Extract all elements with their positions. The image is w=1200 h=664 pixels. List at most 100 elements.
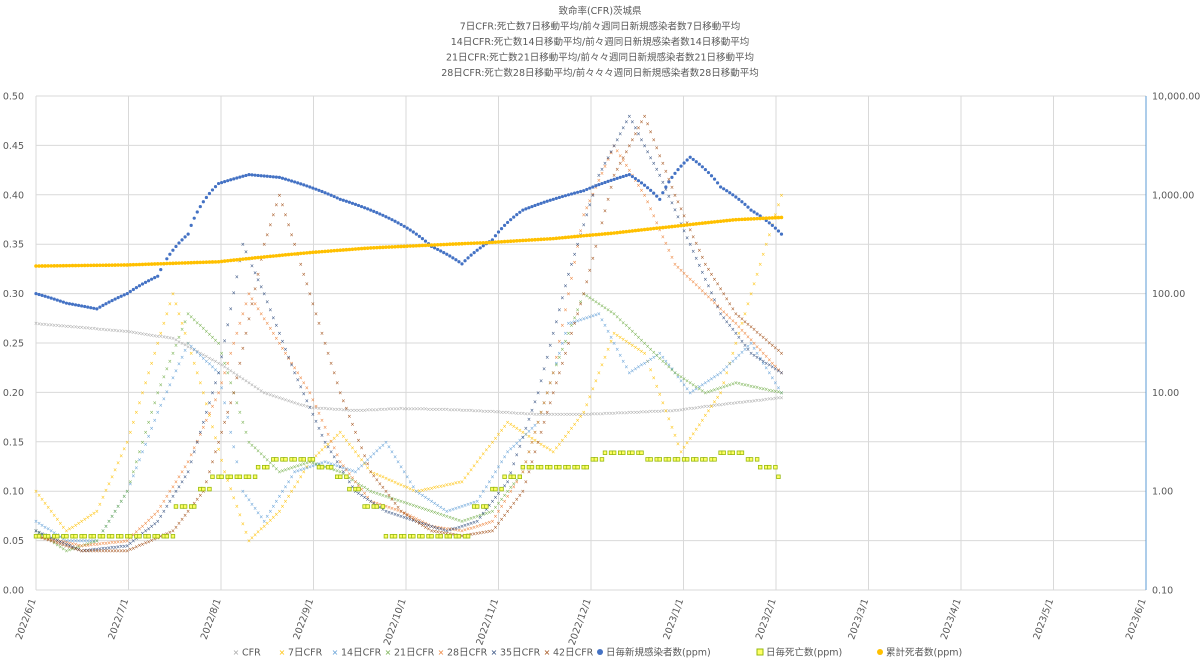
cfr-point: × xyxy=(457,518,461,524)
cfr-point: × xyxy=(779,371,783,377)
cfr-point: × xyxy=(52,537,56,543)
cfr-point: × xyxy=(481,512,485,518)
death-point xyxy=(517,474,522,479)
cfr-point: × xyxy=(390,450,394,456)
cfr-point: × xyxy=(612,311,616,317)
cfr-point: × xyxy=(372,473,376,479)
count-point xyxy=(405,244,410,248)
cfr-point: × xyxy=(55,538,59,544)
cfr-point: × xyxy=(92,548,96,554)
cfr-point: × xyxy=(210,390,214,396)
count-point xyxy=(578,234,583,238)
cfr-point: × xyxy=(439,505,443,511)
cfr-point: × xyxy=(515,453,519,459)
cfr-point: × xyxy=(359,464,363,470)
cfr-point: × xyxy=(749,325,753,331)
cfr-point: × xyxy=(320,461,324,467)
cfr-point: × xyxy=(655,145,659,151)
cfr-point: × xyxy=(247,539,251,545)
count-point xyxy=(286,252,291,257)
cfr-point: × xyxy=(591,412,595,418)
cfr-point: × xyxy=(496,509,500,515)
cfr-point: × xyxy=(585,315,589,321)
count-point xyxy=(353,202,358,206)
cfr-point: × xyxy=(706,404,710,410)
cfr-point: × xyxy=(563,339,567,345)
cfr-point: × xyxy=(576,318,580,324)
cfr-point: × xyxy=(572,319,576,325)
cfr-point: × xyxy=(442,526,446,532)
death-point xyxy=(146,534,151,539)
cfr-point: × xyxy=(712,387,716,393)
cfr-point: × xyxy=(761,351,765,357)
cfr-point: × xyxy=(731,382,735,388)
cfr-point: × xyxy=(506,410,510,416)
count-point xyxy=(268,254,273,259)
cfr-point: × xyxy=(125,548,129,554)
death-point xyxy=(429,534,434,539)
cfr-point: × xyxy=(664,409,668,415)
count-point xyxy=(730,218,735,222)
y-left-tick-label: 0.20 xyxy=(3,388,24,399)
count-point xyxy=(521,238,525,243)
cfr-point: × xyxy=(198,351,202,357)
cfr-point: × xyxy=(265,232,269,238)
cfr-point: × xyxy=(363,495,367,501)
count-point xyxy=(481,240,486,245)
cfr-point: × xyxy=(633,410,637,416)
cfr-point: × xyxy=(658,392,662,398)
count-point xyxy=(588,186,592,190)
cfr-point: × xyxy=(743,319,747,325)
cfr-point: × xyxy=(280,339,284,345)
cfr-point: × xyxy=(445,509,449,515)
cfr-point: × xyxy=(740,339,744,345)
cfr-point: × xyxy=(776,396,780,402)
count-point xyxy=(107,263,111,267)
cfr-point: × xyxy=(195,497,199,503)
count-point xyxy=(58,263,63,268)
count-point xyxy=(365,246,370,250)
cfr-point: × xyxy=(554,355,558,361)
cfr-point: × xyxy=(265,321,269,327)
cfr-point: × xyxy=(633,126,637,132)
cfr-point: × xyxy=(387,493,391,499)
count-point xyxy=(207,191,212,196)
cfr-point: × xyxy=(67,539,71,545)
cfr-point: × xyxy=(633,132,637,138)
count-point xyxy=(180,238,184,242)
cfr-point: × xyxy=(174,338,178,344)
cfr-point: × xyxy=(633,332,637,338)
count-point xyxy=(195,260,200,265)
count-point xyxy=(341,198,345,202)
cfr-point: × xyxy=(478,515,482,521)
count-point xyxy=(207,260,212,264)
cfr-point: × xyxy=(597,173,601,179)
cfr-point: × xyxy=(719,287,723,293)
cfr-point: × xyxy=(664,362,668,368)
cfr-point: × xyxy=(113,540,117,546)
cfr-point: × xyxy=(335,381,339,387)
count-point xyxy=(335,248,340,253)
count-point xyxy=(457,260,461,264)
cfr-point: × xyxy=(101,548,105,554)
cfr-point: × xyxy=(764,397,768,403)
count-point xyxy=(618,230,623,235)
cfr-point: × xyxy=(341,469,345,475)
cfr-point: × xyxy=(576,244,580,250)
cfr-point: × xyxy=(642,410,646,416)
death-point xyxy=(484,504,489,509)
count-point xyxy=(171,248,175,252)
cfr-point: × xyxy=(317,321,321,327)
cfr-point: × xyxy=(773,367,777,373)
cfr-point: × xyxy=(177,335,181,341)
cfr-point: × xyxy=(213,368,217,374)
count-point xyxy=(82,263,87,268)
cfr-point: × xyxy=(554,361,558,367)
cfr-point: × xyxy=(201,425,205,431)
cfr-point: × xyxy=(244,301,248,307)
cfr-point: × xyxy=(426,508,430,514)
death-point xyxy=(712,457,717,462)
cfr-point: × xyxy=(183,331,187,337)
cfr-point: × xyxy=(89,539,93,545)
series-35日CFR: × × × × × × × × × × × × × × × × × × × × × × × × × × × × × × × × × × × × × × × ×… xyxy=(34,114,784,555)
